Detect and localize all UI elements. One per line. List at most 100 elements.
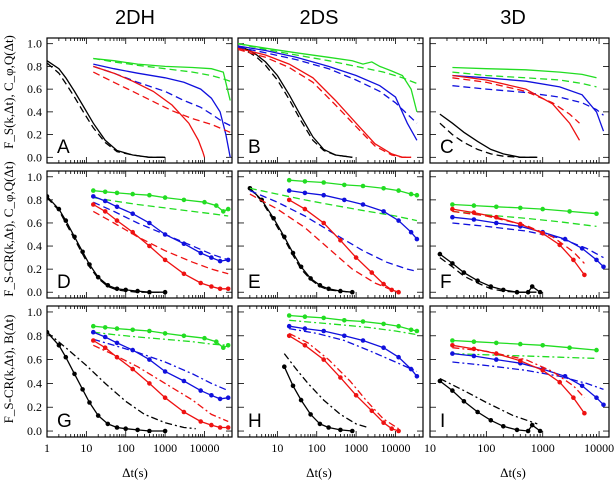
y-tick-label: 0.6 — [27, 82, 42, 96]
data-point-red — [102, 345, 108, 351]
data-point-red — [338, 375, 343, 380]
data-point-black — [461, 270, 467, 275]
data-point-green — [342, 318, 347, 323]
data-point-black — [298, 397, 304, 403]
data-point-black — [437, 251, 443, 257]
data-point-green — [225, 206, 231, 212]
y-tick-label: 0.0 — [27, 150, 42, 164]
data-point-green — [494, 204, 499, 210]
data-point-green — [567, 345, 572, 351]
y-tick-label: 0.2 — [27, 400, 42, 414]
data-point-blue — [321, 192, 327, 198]
data-point-red — [209, 422, 214, 428]
panel-frame — [46, 170, 233, 299]
series-line-black-solid — [439, 380, 541, 432]
series-line-black-dashdot — [439, 378, 538, 425]
series-line-blue-dashdot — [289, 327, 418, 373]
series-line-blue-solid — [238, 45, 418, 141]
data-point-green — [302, 314, 308, 320]
series-line-green-dash — [93, 196, 229, 217]
data-point-green — [381, 186, 386, 191]
data-point-red — [369, 270, 375, 275]
data-point-red — [162, 257, 168, 263]
data-point-blue — [594, 257, 599, 263]
panel-c: C — [429, 37, 610, 164]
data-point-red — [353, 393, 359, 398]
y-tick-label: 0.0 — [27, 424, 42, 438]
series-line-green-dash — [249, 187, 418, 222]
series-line-black-dashdot — [47, 331, 196, 430]
data-point-black — [123, 426, 128, 432]
data-point-green — [381, 321, 386, 327]
row-ylabel-3: F_S-CR(k,Δt), B(Δt) — [1, 315, 16, 424]
data-point-red — [217, 286, 223, 292]
data-point-blue — [471, 217, 477, 222]
data-point-green — [147, 192, 152, 198]
x-tick-label: 10 — [80, 441, 92, 455]
series-line-blue-dashdot — [93, 338, 229, 392]
data-point-red — [557, 379, 562, 385]
data-point-green — [396, 188, 401, 193]
data-point-green — [102, 325, 108, 330]
data-point-green — [130, 191, 135, 197]
data-point-red — [91, 338, 96, 343]
data-point-blue — [217, 396, 223, 402]
y-tick-label: 0.2 — [27, 262, 42, 276]
data-point-green — [214, 339, 219, 345]
data-point-black — [56, 343, 62, 348]
series-line-black-solid — [439, 253, 541, 293]
data-point-black — [135, 288, 140, 294]
data-point-blue — [91, 329, 96, 335]
data-point-blue — [198, 388, 203, 393]
panel-frame — [237, 170, 424, 299]
y-tick-label: 0.6 — [27, 353, 42, 367]
data-point-black — [308, 412, 313, 417]
series-line-black-dashdot — [283, 353, 369, 429]
panel-e: E — [237, 170, 424, 299]
data-point-red — [582, 272, 587, 278]
data-point-green — [518, 205, 523, 211]
data-point-green — [114, 326, 120, 331]
data-point-blue — [414, 374, 420, 379]
data-point-black — [450, 261, 455, 266]
panel-label-a: A — [57, 137, 70, 158]
series-line-green-solid — [93, 189, 229, 213]
data-point-blue — [471, 353, 477, 359]
data-point-blue — [450, 351, 455, 356]
data-point-blue — [414, 236, 420, 242]
data-point-green — [202, 199, 207, 205]
data-point-blue — [225, 395, 231, 401]
y-tick-label: 1.0 — [27, 170, 42, 184]
y-tick-label: 0.8 — [27, 329, 42, 343]
data-point-green — [408, 327, 414, 333]
data-point-green — [221, 209, 226, 214]
data-point-red — [557, 242, 562, 248]
data-point-red — [162, 395, 168, 401]
data-point-green — [162, 195, 168, 200]
data-point-green — [414, 192, 420, 198]
y-tick-label: 0.4 — [27, 105, 42, 119]
data-point-red — [198, 280, 203, 286]
data-point-green — [540, 206, 545, 212]
data-point-green — [91, 188, 96, 193]
data-point-red — [102, 209, 108, 214]
x-tick-label: 10000 — [189, 441, 219, 455]
data-point-green — [450, 202, 455, 207]
series-line-blue-solid — [452, 74, 605, 132]
data-point-red — [302, 206, 308, 212]
data-point-green — [414, 328, 420, 334]
data-point-blue — [594, 395, 599, 401]
x-tick-label: 100 — [308, 441, 326, 455]
panel-label-h: H — [248, 411, 262, 432]
data-point-black — [450, 388, 455, 393]
data-point-black — [326, 425, 331, 430]
data-point-black — [114, 425, 120, 430]
data-point-green — [594, 347, 599, 353]
data-point-green — [286, 313, 292, 318]
x-axis-label-col1: Δt(s) — [122, 465, 148, 480]
x-tick-label: 1 — [44, 441, 50, 455]
data-point-black — [72, 371, 77, 377]
panel-frame — [46, 305, 233, 438]
data-point-blue — [396, 354, 401, 360]
